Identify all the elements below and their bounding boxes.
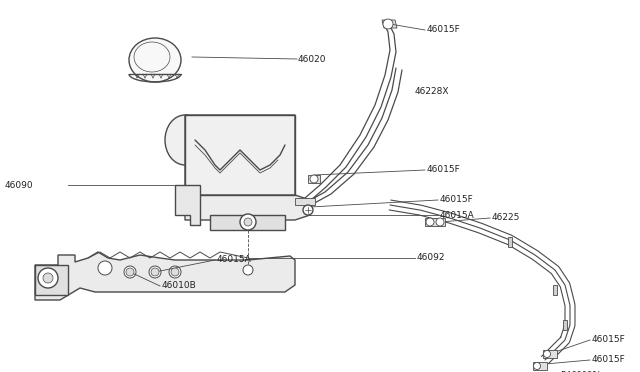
Text: 46015F: 46015F [440,196,474,205]
Text: 46225: 46225 [492,214,520,222]
Circle shape [169,266,181,278]
FancyBboxPatch shape [533,362,547,370]
Circle shape [426,218,434,226]
Polygon shape [35,265,68,295]
Text: 46015F: 46015F [592,356,626,365]
Circle shape [171,268,179,276]
Circle shape [244,218,252,226]
FancyBboxPatch shape [563,320,567,330]
Text: 46015F: 46015F [427,166,461,174]
Text: 46015A: 46015A [217,256,252,264]
FancyBboxPatch shape [543,350,557,358]
FancyBboxPatch shape [508,237,512,247]
FancyBboxPatch shape [553,285,557,295]
Circle shape [124,266,136,278]
Circle shape [303,205,313,215]
Circle shape [310,175,318,183]
Text: 46020: 46020 [298,55,326,64]
Circle shape [38,268,58,288]
Text: 46015F: 46015F [592,336,626,344]
Text: 46015F: 46015F [427,26,461,35]
Text: 46228X: 46228X [415,87,449,96]
Polygon shape [175,185,200,225]
Circle shape [534,362,541,369]
Circle shape [240,214,256,230]
Circle shape [543,350,550,357]
Circle shape [243,265,253,275]
Ellipse shape [165,115,205,165]
Text: 46015A: 46015A [440,211,475,219]
Polygon shape [185,195,310,220]
Circle shape [98,261,112,275]
Text: 46010B: 46010B [162,282,196,291]
Polygon shape [308,175,320,183]
Polygon shape [425,218,445,226]
Text: 46092: 46092 [417,253,445,263]
Polygon shape [210,215,285,230]
Ellipse shape [129,38,181,82]
Text: R460001J: R460001J [560,371,600,372]
Circle shape [126,268,134,276]
Circle shape [151,268,159,276]
Circle shape [149,266,161,278]
Polygon shape [185,115,295,205]
Polygon shape [35,252,295,300]
Circle shape [383,19,393,29]
Polygon shape [295,198,315,205]
Circle shape [436,218,444,226]
Circle shape [43,273,53,283]
Text: 46090: 46090 [5,180,34,189]
Polygon shape [382,20,397,28]
